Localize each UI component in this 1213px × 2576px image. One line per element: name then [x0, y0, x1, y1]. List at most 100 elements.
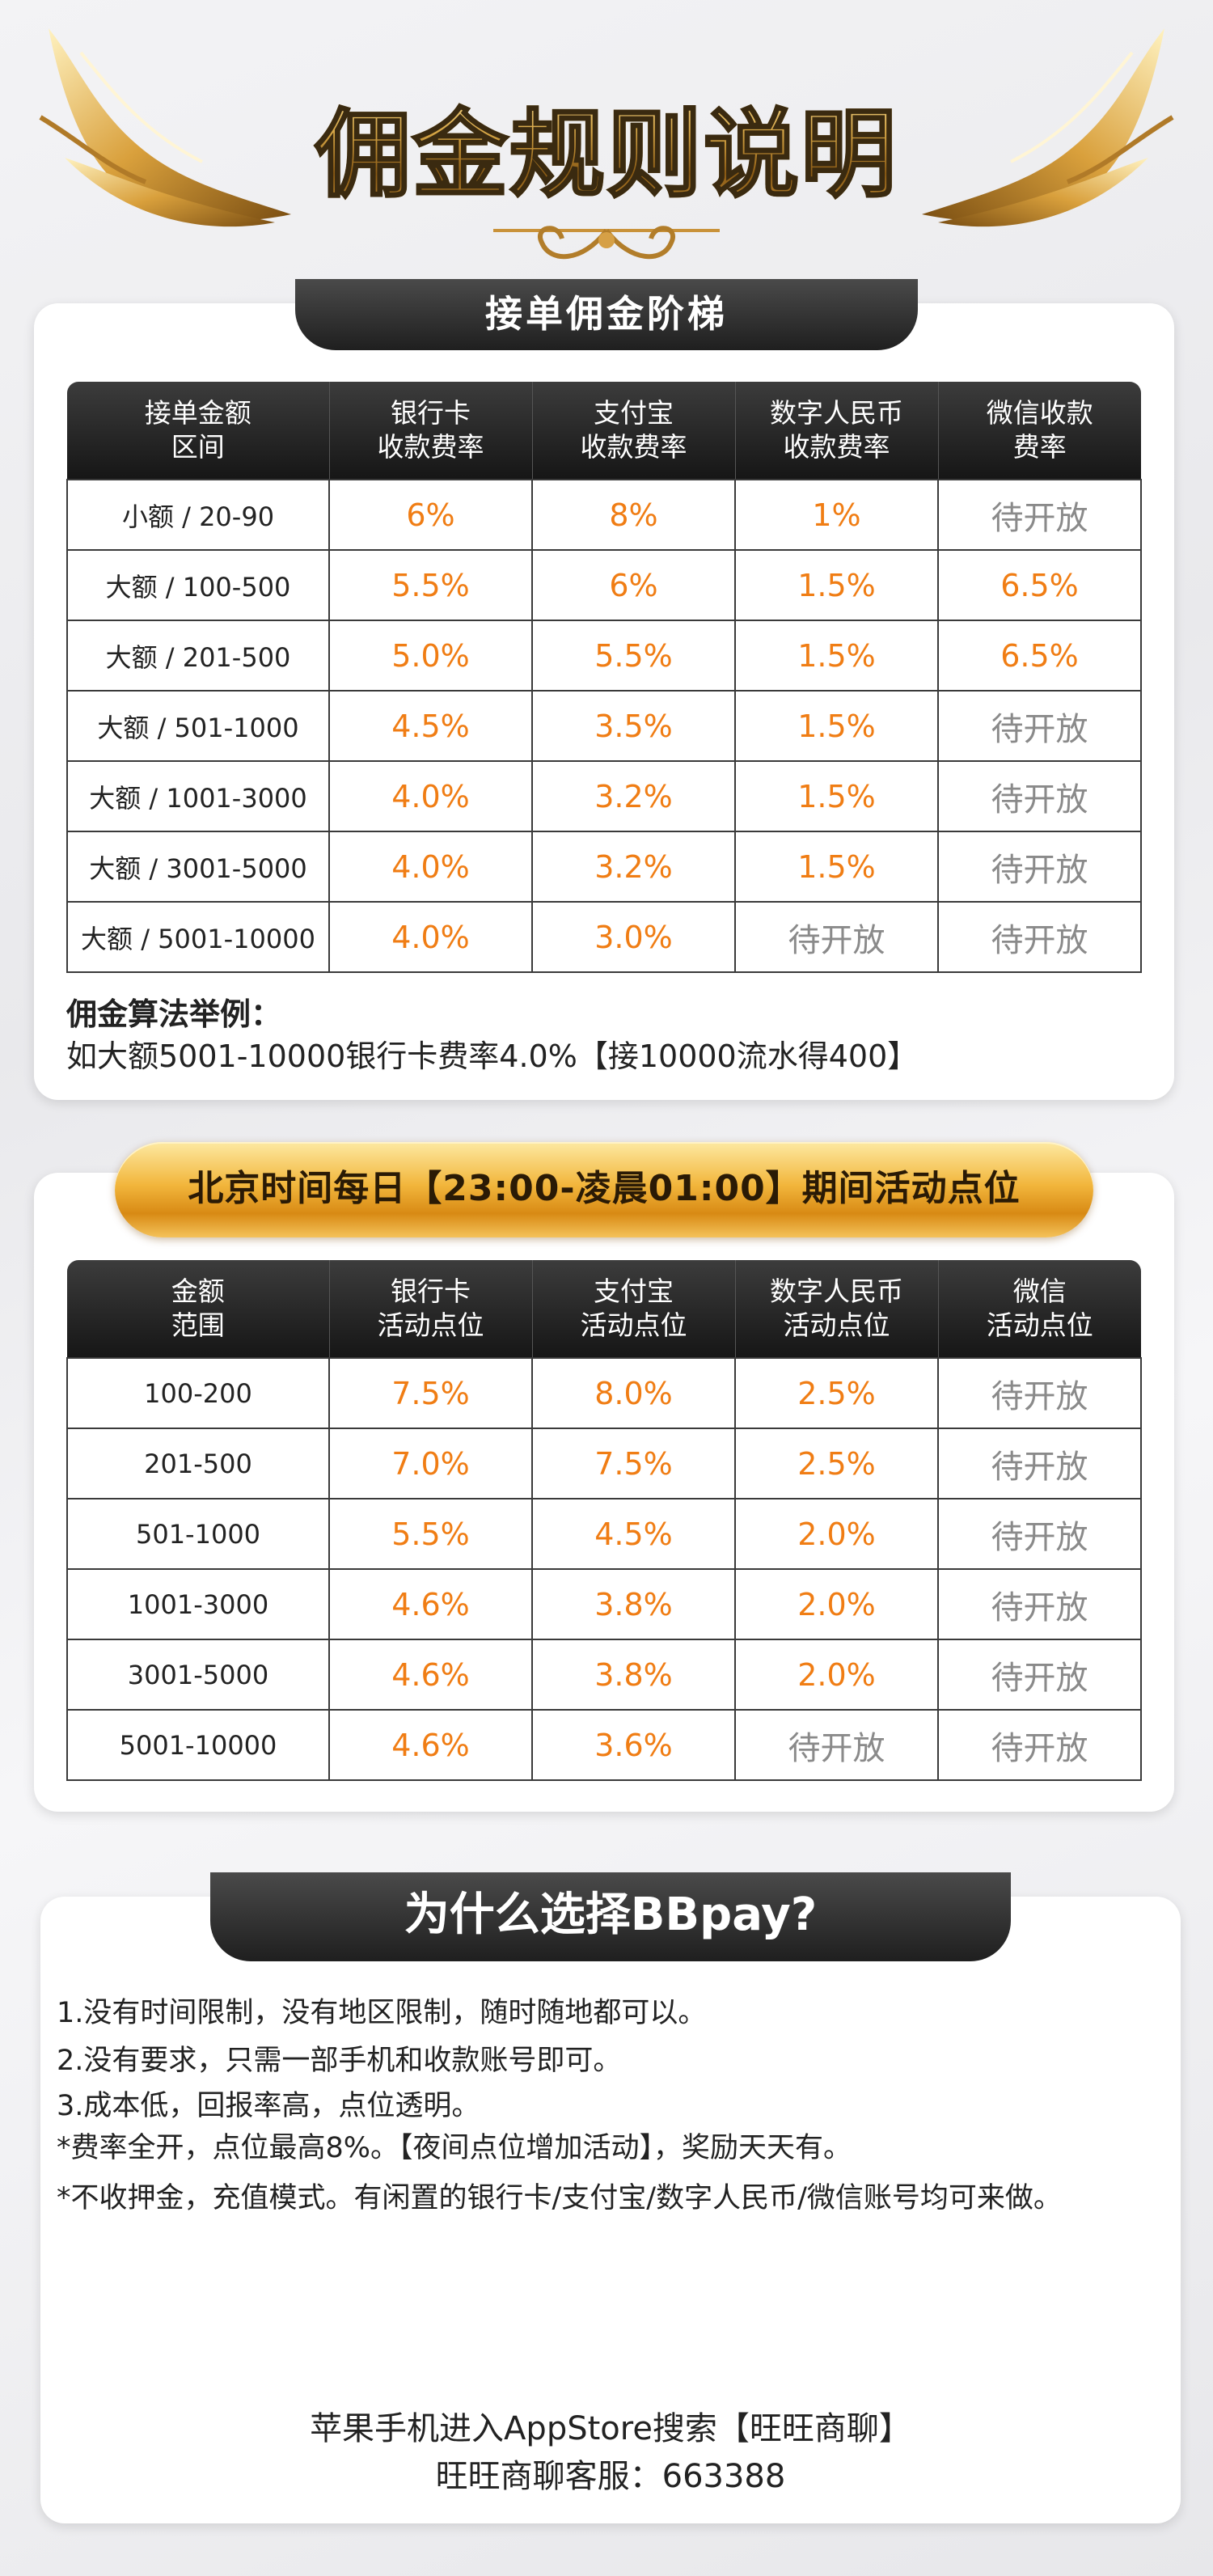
range-cell: 201-500 [66, 1428, 330, 1499]
section-header-why-bbpay: 为什么选择BBpay? [210, 1872, 1011, 1961]
table-row: 3001-5000 4.6% 3.8% 2.0% 待开放 [66, 1639, 1142, 1711]
appstore-hint: 苹果手机进入AppStore搜索【旺旺商聊】 [310, 2410, 911, 2447]
commission-rate-table: 接单金额 区间 银行卡 收款费率 支付宝 收款费率 数字人民币 收款费率 微信收款 费率… [66, 382, 1142, 973]
page-title: 佣金规则说明 [0, 77, 1213, 215]
column-header: 数字人民币 收款费率 [734, 382, 938, 480]
table-row: 大额 / 1001-3000 4.0% 3.2% 1.5% 待开放 [66, 760, 1142, 832]
rate-cell: 4.6% [328, 1709, 533, 1781]
rate-cell: 6.5% [937, 549, 1142, 621]
range-cell: 大额 / 1001-3000 [66, 760, 330, 832]
column-header: 金额 范围 [67, 1260, 329, 1358]
range-cell: 大额 / 501-1000 [66, 690, 330, 762]
column-header: 微信收款 费率 [937, 382, 1141, 480]
rate-cell: 待开放 [937, 831, 1142, 903]
rate-cell: 4.6% [328, 1639, 533, 1711]
gold-wing-icon [39, 28, 291, 227]
rate-cell: 待开放 [937, 901, 1142, 973]
column-header: 支付宝 活动点位 [531, 1260, 735, 1358]
table-row: 大额 / 3001-5000 4.0% 3.2% 1.5% 待开放 [66, 831, 1142, 903]
column-header: 支付宝 收款费率 [531, 382, 735, 480]
range-cell: 大额 / 100-500 [66, 549, 330, 621]
rate-cell: 5.5% [328, 549, 533, 621]
rate-cell: 6% [531, 549, 736, 621]
range-cell: 3001-5000 [66, 1639, 330, 1711]
rate-cell: 2.0% [734, 1498, 939, 1570]
table-row: 1001-3000 4.6% 3.8% 2.0% 待开放 [66, 1568, 1142, 1640]
gold-wing-icon [922, 28, 1174, 227]
rate-cell: 5.0% [328, 620, 533, 692]
rate-cell: 待开放 [937, 1498, 1142, 1570]
activity-banner: 北京时间每日【23:00-凌晨01:00】期间活动点位 [115, 1142, 1093, 1237]
table-row: 100-200 7.5% 8.0% 2.5% 待开放 [66, 1357, 1142, 1429]
table-row: 大额 / 501-1000 4.5% 3.5% 1.5% 待开放 [66, 690, 1142, 762]
reason-item: *不收押金，充值模式。有闲置的银行卡/支付宝/数字人民币/微信账号均可来做。 [57, 2182, 1062, 2214]
range-cell: 大额 / 3001-5000 [66, 831, 330, 903]
rate-cell: 1.5% [734, 549, 939, 621]
rate-cell: 3.2% [531, 831, 736, 903]
rate-cell: 3.6% [531, 1709, 736, 1781]
rate-cell: 待开放 [937, 760, 1142, 832]
rate-cell: 7.5% [531, 1428, 736, 1499]
section-header-commission-tiers: 接单佣金阶梯 [295, 279, 918, 350]
range-cell: 小额 / 20-90 [66, 479, 330, 551]
rate-cell: 8% [531, 479, 736, 551]
rate-cell: 待开放 [937, 1709, 1142, 1781]
rate-cell: 1.5% [734, 620, 939, 692]
example-text: 如大额5001-10000银行卡费率4.0%【接10000流水得400】 [66, 1038, 919, 1074]
rate-cell: 4.5% [531, 1498, 736, 1570]
reason-item: 2.没有要求，只需一部手机和收款账号即可。 [57, 2045, 622, 2077]
range-cell: 5001-10000 [66, 1709, 330, 1781]
rate-cell: 8.0% [531, 1357, 736, 1429]
column-header: 微信 活动点位 [937, 1260, 1141, 1358]
range-cell: 501-1000 [66, 1498, 330, 1570]
rate-cell: 待开放 [937, 1568, 1142, 1640]
rate-cell: 待开放 [937, 1357, 1142, 1429]
rate-cell: 6.5% [937, 620, 1142, 692]
rate-cell: 4.0% [328, 831, 533, 903]
rate-cell: 2.0% [734, 1639, 939, 1711]
rate-cell: 4.5% [328, 690, 533, 762]
rate-cell: 2.5% [734, 1357, 939, 1429]
column-header: 数字人民币 活动点位 [734, 1260, 938, 1358]
rate-cell: 2.5% [734, 1428, 939, 1499]
rate-cell: 4.6% [328, 1568, 533, 1640]
column-header: 银行卡 收款费率 [328, 382, 532, 480]
range-cell: 大额 / 201-500 [66, 620, 330, 692]
rate-cell: 待开放 [734, 901, 939, 973]
rate-cell: 待开放 [937, 690, 1142, 762]
reasons-list: 1.没有时间限制，没有地区限制，随时随地都可以。 2.没有要求，只需一部手机和收… [57, 1990, 1132, 2219]
reason-item: *费率全开，点位最高8%。【夜间点位增加活动】，奖励天天有。 [57, 2132, 852, 2164]
rate-cell: 待开放 [734, 1709, 939, 1781]
rate-cell: 1.5% [734, 690, 939, 762]
example-label: 佣金算法举例： [66, 996, 282, 1032]
table-row: 5001-10000 4.6% 3.6% 待开放 待开放 [66, 1709, 1142, 1781]
rate-cell: 3.2% [531, 760, 736, 832]
table-row: 大额 / 201-500 5.0% 5.5% 1.5% 6.5% [66, 620, 1142, 692]
rate-cell: 3.0% [531, 901, 736, 973]
rate-cell: 2.0% [734, 1568, 939, 1640]
rate-cell: 3.8% [531, 1639, 736, 1711]
table-row: 小额 / 20-90 6% 8% 1% 待开放 [66, 479, 1142, 551]
rate-cell: 待开放 [937, 1639, 1142, 1711]
rate-cell: 3.8% [531, 1568, 736, 1640]
rate-cell: 1.5% [734, 831, 939, 903]
table-row: 大额 / 5001-10000 4.0% 3.0% 待开放 待开放 [66, 901, 1142, 973]
column-header: 接单金额 区间 [67, 382, 329, 480]
column-header: 银行卡 活动点位 [328, 1260, 532, 1358]
rate-cell: 1% [734, 479, 939, 551]
rate-cell: 7.0% [328, 1428, 533, 1499]
rate-cell: 1.5% [734, 760, 939, 832]
activity-rate-table: 金额 范围 银行卡 活动点位 支付宝 活动点位 数字人民币 活动点位 微信 活动点位 1… [66, 1260, 1142, 1781]
why-bbpay-card [40, 1897, 1181, 2523]
rate-cell: 待开放 [937, 1428, 1142, 1499]
rate-cell: 4.0% [328, 901, 533, 973]
rate-cell: 7.5% [328, 1357, 533, 1429]
table-row: 501-1000 5.5% 4.5% 2.0% 待开放 [66, 1498, 1142, 1570]
range-cell: 100-200 [66, 1357, 330, 1429]
reason-item: 3.成本低，回报率高，点位透明。 [57, 2090, 480, 2122]
rate-cell: 待开放 [937, 479, 1142, 551]
commission-example: 佣金算法举例： 如大额5001-10000银行卡费率4.0%【接10000流水得… [66, 993, 918, 1077]
customer-service: 旺旺商聊客服：663388 [435, 2458, 786, 2495]
rate-cell: 5.5% [328, 1498, 533, 1570]
rate-cell: 3.5% [531, 690, 736, 762]
